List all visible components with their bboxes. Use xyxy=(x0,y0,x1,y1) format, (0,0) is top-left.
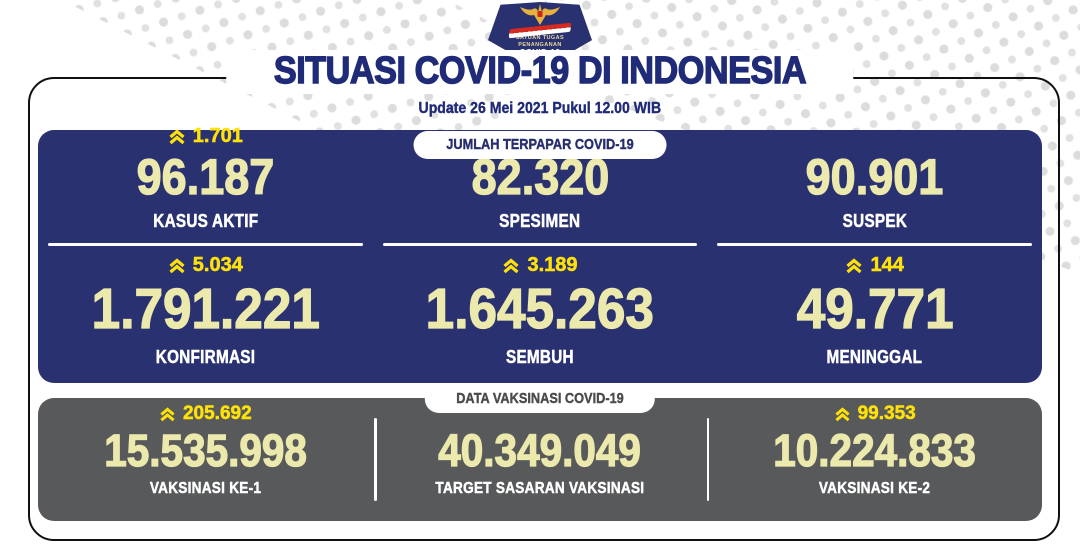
target-sasaran-value: 40.349.049 xyxy=(438,425,642,476)
meninggal-delta-value: 144 xyxy=(870,254,904,277)
vaccination-cells: 205.692 15.535.998 VAKSINASI KE-1 40.349… xyxy=(38,398,1042,521)
increase-chevrons-icon xyxy=(160,406,175,421)
increase-chevrons-icon xyxy=(169,128,185,144)
stat-sembuh: 3.189 1.645.263 SEMBUH xyxy=(373,246,708,383)
garuda-eagle-icon xyxy=(520,4,560,25)
stat-konfirmasi: 5.034 1.791.221 KONFIRMASI xyxy=(38,246,373,383)
vaccination-panel-badge: DATA VAKSINASI COVID-19 xyxy=(424,385,656,413)
sembuh-daily-increase: 3.189 xyxy=(502,254,578,277)
increase-chevrons-icon xyxy=(835,406,850,421)
vaccination-column-divider xyxy=(706,418,710,501)
kasus-aktif-value: 96.187 xyxy=(136,149,275,205)
meninggal-label: MENINGGAL xyxy=(826,347,923,368)
divider-segment xyxy=(48,243,363,246)
target-sasaran-label: TARGET SASARAN VAKSINASI xyxy=(435,480,645,498)
vaccination-panel: DATA VAKSINASI COVID-19 205.692 15.535.9… xyxy=(38,385,1042,521)
vaksinasi-ke-1-value: 15.535.998 xyxy=(103,425,307,476)
logo-org-line2: PENANGANAN xyxy=(518,41,562,48)
spesimen-label: SPESIMEN xyxy=(499,211,581,232)
stat-kasus-aktif: 1.701 96.187 KASUS AKTIF xyxy=(38,125,373,245)
increase-chevrons-icon xyxy=(503,257,520,273)
vaccination-column-divider xyxy=(374,418,377,501)
exposed-row-2: 5.034 1.791.221 KONFIRMASI 3.189 1.645.2… xyxy=(38,246,1042,383)
konfirmasi-daily-increase: 5.034 xyxy=(168,254,243,277)
meninggal-daily-increase: 144 xyxy=(845,254,904,277)
suspek-label: SUSPEK xyxy=(842,211,907,232)
meninggal-value: 49.771 xyxy=(796,277,954,341)
vaksinasi-ke-1-label: VAKSINASI KE-1 xyxy=(149,480,262,498)
stat-meninggal: 144 49.771 MENINGGAL xyxy=(707,246,1042,383)
vaksinasi-ke-1-daily-increase: 205.692 xyxy=(159,403,252,425)
stat-vaksinasi-ke-1: 205.692 15.535.998 VAKSINASI KE-1 xyxy=(38,398,373,521)
page-title-wrap: SITUASI COVID-19 DI INDONESIA xyxy=(226,49,854,94)
vaksinasi-ke-2-label: VAKSINASI KE-2 xyxy=(818,480,931,498)
logo-org-line1: SATUAN TUGAS xyxy=(515,35,565,41)
update-timestamp-row: Update 26 Mei 2021 Pukul 12.00 WIB xyxy=(0,100,1080,118)
sembuh-value: 1.645.263 xyxy=(425,277,655,341)
vaksinasi-ke-1-delta-value: 205.692 xyxy=(182,403,252,425)
exposed-panel-badge-label: JUMLAH TERPAPAR COVID-19 xyxy=(446,137,634,153)
konfirmasi-value: 1.791.221 xyxy=(91,277,320,341)
update-timestamp: Update 26 Mei 2021 Pukul 12.00 WIB xyxy=(418,100,662,117)
exposed-panel-badge: JUMLAH TERPAPAR COVID-19 xyxy=(413,131,667,159)
stat-vaksinasi-ke-2: 99.353 10.224.833 VAKSINASI KE-2 xyxy=(707,398,1042,521)
stat-spesimen: 82.320 SPESIMEN xyxy=(373,130,708,245)
increase-chevrons-icon xyxy=(169,257,185,273)
kasus-aktif-label: KASUS AKTIF xyxy=(152,211,258,232)
stat-target-sasaran-vaksinasi: 40.349.049 TARGET SASARAN VAKSINASI xyxy=(373,398,708,521)
vaksinasi-ke-2-delta-value: 99.353 xyxy=(857,403,916,425)
vaccination-panel-badge-label: DATA VAKSINASI COVID-19 xyxy=(456,391,624,407)
kasus-aktif-delta-value: 1.701 xyxy=(192,125,244,148)
konfirmasi-label: KONFIRMASI xyxy=(155,347,256,368)
exposed-rows-divider xyxy=(38,243,1042,246)
exposed-cases-panel: JUMLAH TERPAPAR COVID-19 1.701 96.187 KA… xyxy=(38,125,1042,383)
sembuh-label: SEMBUH xyxy=(506,347,574,368)
increase-chevrons-icon xyxy=(846,257,863,273)
divider-segment xyxy=(717,243,1032,246)
spesimen-value: 82.320 xyxy=(471,149,610,205)
stat-suspek: 90.901 SUSPEK xyxy=(707,130,1042,245)
page-title: SITUASI COVID-19 DI INDONESIA xyxy=(273,49,807,92)
sembuh-delta-value: 3.189 xyxy=(527,254,578,277)
konfirmasi-delta-value: 5.034 xyxy=(192,254,244,277)
suspek-value: 90.901 xyxy=(805,149,944,205)
kasus-aktif-daily-increase: 1.701 xyxy=(168,125,243,148)
exposed-row-1: 1.701 96.187 KASUS AKTIF 82.320 SPESIMEN… xyxy=(38,125,1042,245)
vaksinasi-ke-2-daily-increase: 99.353 xyxy=(834,403,916,425)
vaksinasi-ke-2-value: 10.224.833 xyxy=(773,425,977,476)
divider-segment xyxy=(382,243,698,246)
